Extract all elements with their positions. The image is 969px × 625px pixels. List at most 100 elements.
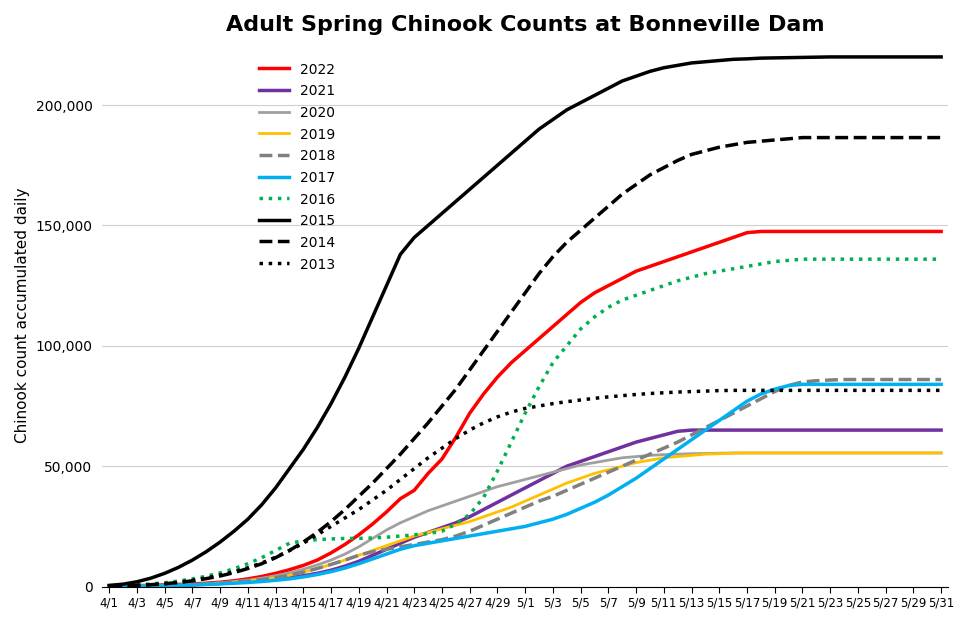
2021 xyxy=(685,426,697,434)
2015 xyxy=(394,251,406,258)
2019 xyxy=(269,574,281,581)
2017 xyxy=(837,381,849,388)
2018 xyxy=(394,543,406,551)
2016 xyxy=(394,532,406,540)
2013 xyxy=(547,400,558,408)
2022 xyxy=(934,228,946,235)
2017 xyxy=(394,546,406,553)
2014 xyxy=(934,134,946,141)
2016 xyxy=(104,582,115,590)
Title: Adult Spring Chinook Counts at Bonneville Dam: Adult Spring Chinook Counts at Bonnevill… xyxy=(226,15,824,35)
2015 xyxy=(934,53,946,61)
2020 xyxy=(104,582,115,590)
Line: 2022: 2022 xyxy=(109,231,940,586)
2014 xyxy=(796,134,807,141)
2020 xyxy=(394,519,406,526)
2014 xyxy=(104,582,115,590)
2018 xyxy=(104,582,115,590)
2019 xyxy=(104,582,115,590)
2022 xyxy=(837,228,849,235)
Line: 2020: 2020 xyxy=(109,453,940,586)
2022 xyxy=(754,228,766,235)
2019 xyxy=(297,568,309,576)
2016 xyxy=(602,304,613,311)
2020 xyxy=(547,469,558,476)
2022 xyxy=(547,323,558,331)
2018 xyxy=(934,376,946,383)
2021 xyxy=(104,582,115,590)
Line: 2018: 2018 xyxy=(109,379,940,586)
2014 xyxy=(837,134,849,141)
2015 xyxy=(602,84,613,92)
2019 xyxy=(602,466,613,474)
2018 xyxy=(269,574,281,581)
2016 xyxy=(297,537,309,544)
2018 xyxy=(824,376,835,384)
2015 xyxy=(547,116,558,123)
2021 xyxy=(934,426,946,434)
2019 xyxy=(837,449,849,457)
2013 xyxy=(934,387,946,394)
Y-axis label: Chinook count accumulated daily: Chinook count accumulated daily xyxy=(15,188,30,444)
2021 xyxy=(394,539,406,547)
2013 xyxy=(602,393,613,401)
2019 xyxy=(934,449,946,457)
Line: 2019: 2019 xyxy=(109,453,940,586)
2020 xyxy=(727,449,738,457)
2022 xyxy=(104,582,115,590)
2020 xyxy=(602,456,613,464)
2018 xyxy=(547,492,558,500)
2014 xyxy=(547,253,558,261)
2013 xyxy=(837,387,849,394)
2021 xyxy=(269,575,281,582)
2017 xyxy=(547,516,558,523)
2015 xyxy=(837,53,849,61)
Line: 2017: 2017 xyxy=(109,384,940,586)
2016 xyxy=(547,359,558,366)
2017 xyxy=(602,491,613,499)
2014 xyxy=(269,554,281,561)
Line: 2014: 2014 xyxy=(109,138,940,586)
2017 xyxy=(796,381,807,388)
2013 xyxy=(104,582,115,590)
Line: 2021: 2021 xyxy=(109,430,940,586)
2015 xyxy=(104,582,115,589)
2019 xyxy=(394,537,406,544)
2017 xyxy=(269,577,281,584)
2014 xyxy=(602,202,613,210)
2020 xyxy=(269,572,281,579)
2018 xyxy=(602,469,613,476)
2015 xyxy=(297,446,309,453)
2018 xyxy=(297,568,309,576)
2014 xyxy=(297,538,309,546)
2015 xyxy=(269,484,281,492)
2013 xyxy=(727,387,738,394)
2019 xyxy=(740,449,752,457)
2013 xyxy=(394,476,406,483)
2022 xyxy=(394,495,406,502)
Line: 2016: 2016 xyxy=(109,259,940,586)
2019 xyxy=(547,486,558,493)
2016 xyxy=(934,256,946,263)
2021 xyxy=(547,469,558,477)
2021 xyxy=(602,448,613,456)
2016 xyxy=(837,256,849,263)
Legend: 2022, 2021, 2020, 2019, 2018, 2017, 2016, 2015, 2014, 2013: 2022, 2021, 2020, 2019, 2018, 2017, 2016… xyxy=(253,58,341,277)
2022 xyxy=(269,569,281,577)
2022 xyxy=(602,282,613,289)
2017 xyxy=(934,381,946,388)
2021 xyxy=(837,426,849,434)
2022 xyxy=(297,562,309,569)
2020 xyxy=(837,449,849,457)
2017 xyxy=(297,573,309,581)
Line: 2015: 2015 xyxy=(109,57,940,586)
Line: 2013: 2013 xyxy=(109,391,940,586)
2017 xyxy=(104,582,115,590)
2015 xyxy=(824,53,835,61)
2016 xyxy=(269,547,281,554)
2014 xyxy=(394,451,406,458)
2021 xyxy=(297,572,309,579)
2013 xyxy=(269,554,281,561)
2020 xyxy=(297,566,309,573)
2016 xyxy=(796,256,807,263)
